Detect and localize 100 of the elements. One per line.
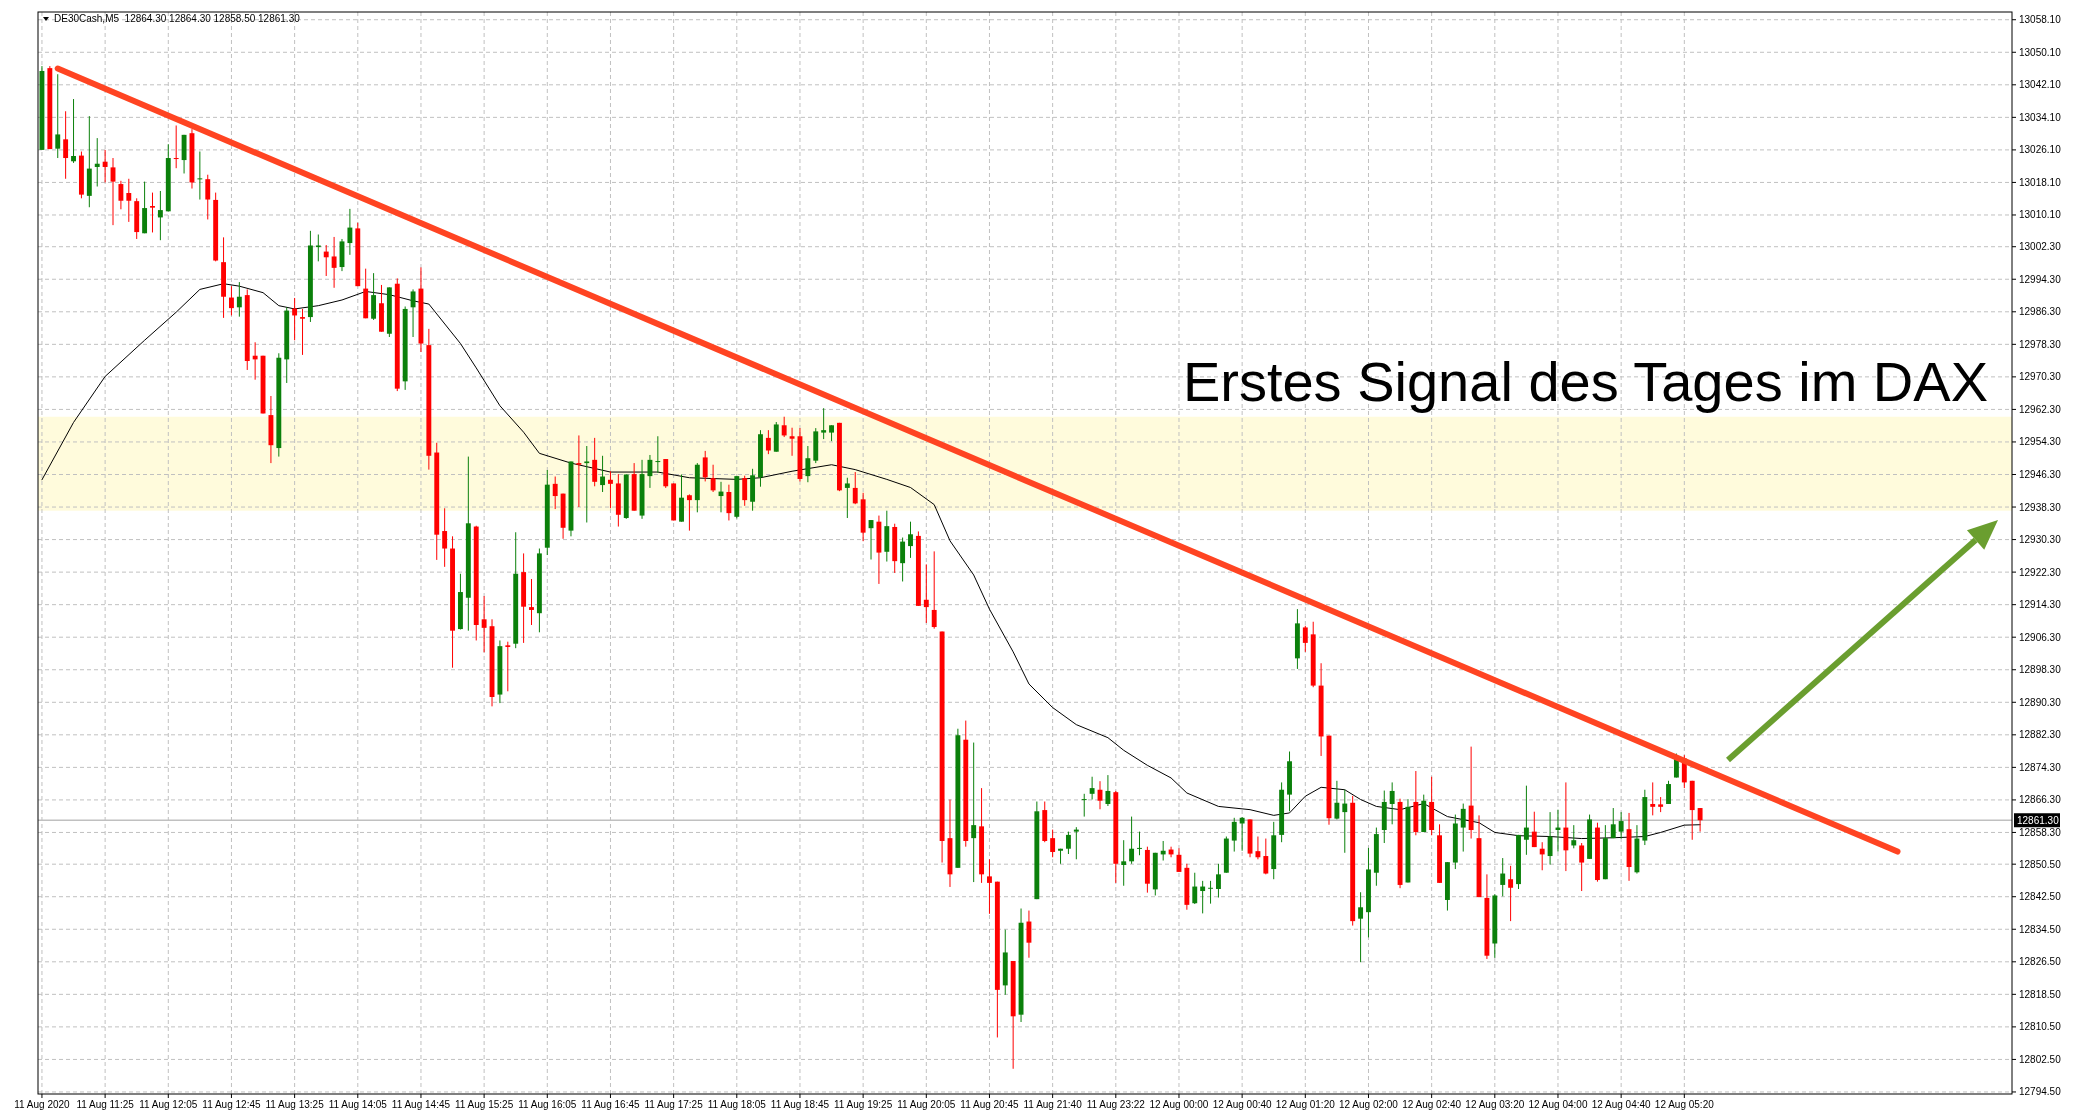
candlestick xyxy=(442,507,448,568)
candlestick xyxy=(971,742,977,883)
x-tick-label: 12 Aug 00:40 xyxy=(1212,1099,1273,1110)
candlestick xyxy=(600,455,606,493)
y-tick-label: 13042.10 xyxy=(2019,79,2062,91)
x-tick-label: 11 Aug 19:25 xyxy=(834,1099,893,1110)
candlestick xyxy=(931,550,937,630)
candlestick xyxy=(118,180,124,210)
y-tick-label: 12866.30 xyxy=(2019,794,2062,806)
y-tick-label: 12978.30 xyxy=(2019,338,2062,350)
x-tick-label: 11 Aug 16:45 xyxy=(581,1099,640,1110)
candlestick xyxy=(236,281,242,318)
candlestick xyxy=(197,151,203,201)
candlestick xyxy=(205,174,211,220)
candlestick xyxy=(923,563,929,624)
y-tick-label: 12834.50 xyxy=(2019,923,2062,935)
candlestick xyxy=(347,208,353,256)
candlestick xyxy=(71,98,76,164)
candlestick xyxy=(150,192,155,233)
x-tick-label: 11 Aug 13:25 xyxy=(265,1099,325,1110)
x-tick-label: 12 Aug 02:40 xyxy=(1402,1099,1462,1110)
x-tick-label: 12 Aug 00:00 xyxy=(1149,1099,1209,1110)
candlestick xyxy=(505,641,511,692)
candlestick xyxy=(702,450,708,482)
candlestick xyxy=(781,416,787,438)
y-tick-label: 13034.10 xyxy=(2019,111,2062,123)
candlestick xyxy=(805,445,811,483)
candlestick xyxy=(1508,865,1514,922)
candlestick xyxy=(742,475,748,507)
y-tick-label: 12882.30 xyxy=(2019,729,2062,741)
candlestick xyxy=(821,407,827,440)
y-tick-label: 13050.10 xyxy=(2019,46,2062,58)
candlestick xyxy=(1089,776,1095,800)
candlestick xyxy=(126,178,132,223)
candlestick xyxy=(1531,811,1537,848)
candlestick xyxy=(789,427,795,457)
x-tick-label: 11 Aug 15:25 xyxy=(455,1099,514,1110)
chart-subtitle: DE30Cash,M5 12864.30 12864.30 12858.50 12861.30 xyxy=(54,13,301,24)
candlestick xyxy=(1610,807,1616,839)
y-tick-label: 12898.30 xyxy=(2019,664,2062,676)
candlestick xyxy=(410,288,416,338)
y-tick-label: 12938.30 xyxy=(2019,501,2062,513)
y-tick-label: 12842.50 xyxy=(2019,891,2062,903)
y-tick-label: 13058.10 xyxy=(2019,14,2062,26)
y-tick-label: 13018.10 xyxy=(2019,176,2062,188)
candlestick xyxy=(1358,891,1364,963)
y-tick-label: 12794.50 xyxy=(2019,1086,2062,1098)
candlestick xyxy=(1105,774,1111,807)
y-tick-label: 13026.10 xyxy=(2019,144,2062,156)
candlestick xyxy=(1239,816,1245,852)
x-tick-label: 11 Aug 2020 xyxy=(14,1099,71,1110)
candlestick xyxy=(1129,816,1135,865)
y-tick-label: 12962.30 xyxy=(2019,403,2062,415)
candlestick xyxy=(592,437,598,487)
candlestick xyxy=(94,137,100,187)
x-tick-label: 12 Aug 05:20 xyxy=(1654,1099,1715,1110)
y-tick-label: 12970.30 xyxy=(2019,371,2062,383)
candlestick xyxy=(576,434,582,508)
candlestick xyxy=(1065,831,1071,855)
candlestick xyxy=(1579,842,1585,892)
x-tick-label: 11 Aug 12:45 xyxy=(202,1099,261,1110)
candlestick xyxy=(1523,785,1529,856)
x-tick-label: 12 Aug 04:40 xyxy=(1591,1099,1652,1110)
text: Erstes Signal des Tages im DAX xyxy=(1182,350,1988,413)
candlestick xyxy=(63,110,69,180)
candlestick xyxy=(1081,793,1087,818)
x-tick-label: 11 Aug 14:05 xyxy=(328,1099,388,1110)
candlestick xyxy=(55,73,61,159)
candlestick xyxy=(655,435,661,474)
y-tick-label: 12986.30 xyxy=(2019,306,2062,318)
candlestick xyxy=(908,521,913,559)
y-tick-label: 12930.30 xyxy=(2019,534,2062,546)
candlestick xyxy=(1460,803,1466,853)
x-tick-label: 11 Aug 23:22 xyxy=(1086,1099,1146,1110)
candlestick xyxy=(1697,807,1703,833)
candlestick xyxy=(1666,780,1671,805)
candlestick xyxy=(1334,780,1340,820)
candlestick xyxy=(1216,863,1221,899)
candlestick xyxy=(852,471,858,505)
y-tick-label: 12818.50 xyxy=(2019,988,2062,1000)
candlestick xyxy=(844,477,850,519)
candlestick xyxy=(371,272,377,321)
candlestick xyxy=(331,236,337,289)
y-tick-label: 12906.30 xyxy=(2019,631,2062,643)
candlestick xyxy=(529,578,534,626)
x-tick-label: 11 Aug 17:25 xyxy=(644,1099,704,1110)
candlestick xyxy=(157,190,163,241)
candlestick xyxy=(552,476,558,510)
candlestick xyxy=(229,285,234,316)
candlestick xyxy=(481,595,487,653)
x-tick-label: 11 Aug 18:45 xyxy=(770,1099,830,1110)
y-tick-label: 12890.30 xyxy=(2019,696,2062,708)
candlestick xyxy=(1050,829,1056,858)
y-tick-label: 12810.50 xyxy=(2019,1021,2062,1033)
candlestick xyxy=(1500,857,1506,897)
candlestick xyxy=(1618,811,1624,840)
x-tick-label: 11 Aug 16:05 xyxy=(518,1099,577,1110)
candlestick xyxy=(1571,824,1577,849)
y-tick-label: 13002.30 xyxy=(2019,241,2062,253)
x-tick-label: 12 Aug 04:00 xyxy=(1528,1099,1588,1110)
